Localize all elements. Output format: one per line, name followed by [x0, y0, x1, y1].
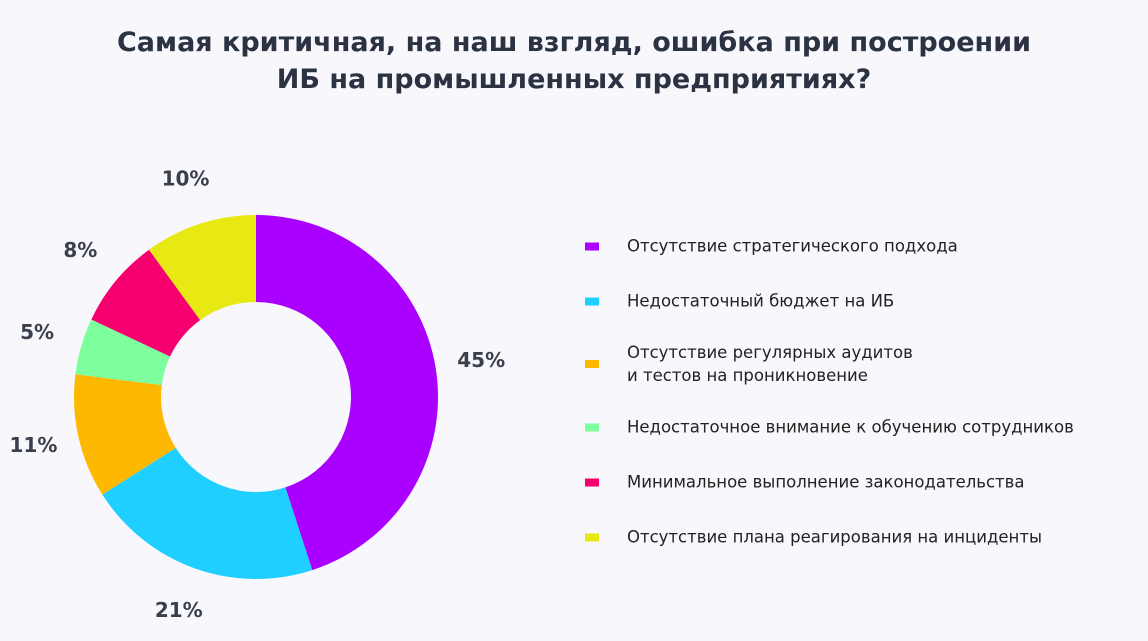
donut-slice [74, 374, 176, 495]
donut-slice [91, 249, 201, 357]
data-label: 45% [457, 348, 505, 372]
legend-swatch [585, 478, 599, 486]
legend-swatch [585, 242, 599, 250]
donut-slice [75, 319, 171, 386]
legend-item: Отсутствие регулярных аудитов и тестов н… [585, 341, 913, 387]
legend-swatch [585, 360, 599, 368]
chart-title: Самая критичная, на наш взгляд, ошибка п… [116, 27, 1032, 95]
legend-label: Минимальное выполнение законодательства [627, 472, 1025, 492]
data-label: 8% [63, 238, 97, 262]
legend-label: Недостаточный бюджет на ИБ [627, 291, 895, 311]
legend-label: Отсутствие регулярных аудитов и тестов н… [627, 343, 913, 385]
legend-label: Отсутствие стратегического подхода [627, 236, 958, 256]
legend-item: Отсутствие плана реагирования на инциден… [585, 526, 1042, 549]
data-label: 10% [162, 167, 210, 191]
data-label: 11% [10, 433, 58, 457]
legend-swatch [585, 423, 599, 431]
data-label: 5% [20, 320, 54, 344]
legend-label: Отсутствие плана реагирования на инциден… [627, 527, 1042, 547]
legend-item: Недостаточное внимание к обучению сотруд… [585, 416, 1074, 439]
legend-item: Отсутствие стратегического подхода [585, 235, 958, 258]
legend-label: Недостаточное внимание к обучению сотруд… [627, 417, 1074, 437]
legend-item: Недостаточный бюджет на ИБ [585, 290, 894, 313]
legend-swatch [585, 297, 599, 305]
donut-slice [256, 215, 438, 571]
donut-slice [102, 447, 313, 579]
data-label: 21% [155, 598, 203, 622]
legend-swatch [585, 533, 599, 541]
donut-slice [149, 215, 256, 321]
legend-item: Минимальное выполнение законодательства [585, 471, 1025, 494]
